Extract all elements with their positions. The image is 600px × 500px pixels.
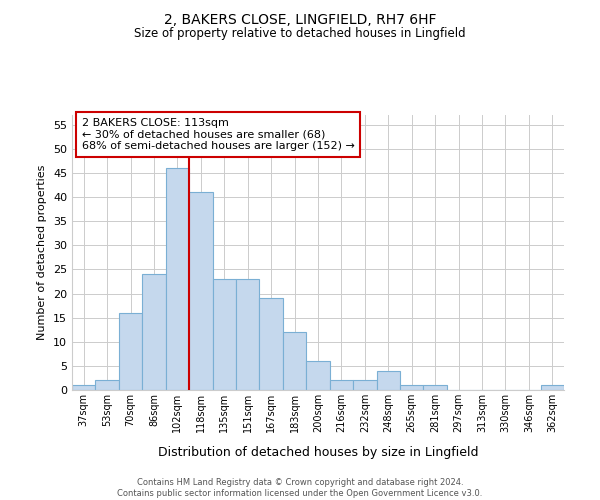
Bar xyxy=(259,298,283,390)
Bar xyxy=(377,370,400,390)
Bar xyxy=(212,279,236,390)
Y-axis label: Number of detached properties: Number of detached properties xyxy=(37,165,47,340)
Bar xyxy=(353,380,377,390)
Bar xyxy=(189,192,212,390)
Bar xyxy=(330,380,353,390)
Bar xyxy=(283,332,306,390)
Bar xyxy=(142,274,166,390)
Text: Contains HM Land Registry data © Crown copyright and database right 2024.
Contai: Contains HM Land Registry data © Crown c… xyxy=(118,478,482,498)
Bar xyxy=(306,361,330,390)
Text: 2 BAKERS CLOSE: 113sqm
← 30% of detached houses are smaller (68)
68% of semi-det: 2 BAKERS CLOSE: 113sqm ← 30% of detached… xyxy=(82,118,355,151)
Bar xyxy=(236,279,259,390)
Bar xyxy=(424,385,447,390)
Text: Distribution of detached houses by size in Lingfield: Distribution of detached houses by size … xyxy=(158,446,478,459)
Bar xyxy=(95,380,119,390)
Text: 2, BAKERS CLOSE, LINGFIELD, RH7 6HF: 2, BAKERS CLOSE, LINGFIELD, RH7 6HF xyxy=(164,12,436,26)
Bar xyxy=(541,385,564,390)
Bar xyxy=(166,168,189,390)
Bar xyxy=(400,385,424,390)
Bar xyxy=(72,385,95,390)
Bar xyxy=(119,313,142,390)
Text: Size of property relative to detached houses in Lingfield: Size of property relative to detached ho… xyxy=(134,28,466,40)
